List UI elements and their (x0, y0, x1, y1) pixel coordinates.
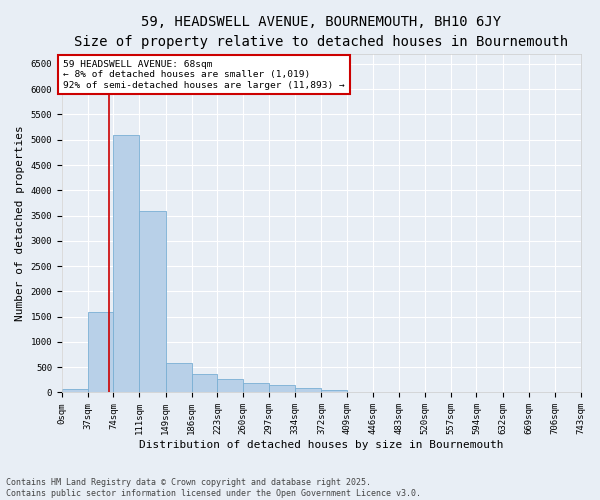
Bar (88, 312, 113, 392)
Bar (217, 380, 243, 392)
Bar (166, 362, 191, 392)
X-axis label: Distribution of detached houses by size in Bournemouth: Distribution of detached houses by size … (139, 440, 503, 450)
Bar (322, 390, 347, 392)
Text: Contains HM Land Registry data © Crown copyright and database right 2025.
Contai: Contains HM Land Registry data © Crown c… (6, 478, 421, 498)
Title: 59, HEADSWELL AVENUE, BOURNEMOUTH, BH10 6JY
Size of property relative to detache: 59, HEADSWELL AVENUE, BOURNEMOUTH, BH10 … (74, 15, 568, 48)
Bar (139, 210, 166, 392)
Bar (62, 389, 88, 392)
Y-axis label: Number of detached properties: Number of detached properties (15, 126, 25, 321)
Bar (243, 382, 269, 392)
Text: 59 HEADSWELL AVENUE: 68sqm
← 8% of detached houses are smaller (1,019)
92% of se: 59 HEADSWELL AVENUE: 68sqm ← 8% of detac… (63, 60, 345, 90)
Bar (113, 134, 139, 392)
Bar (191, 374, 217, 392)
Bar (269, 386, 295, 392)
Bar (295, 388, 322, 392)
